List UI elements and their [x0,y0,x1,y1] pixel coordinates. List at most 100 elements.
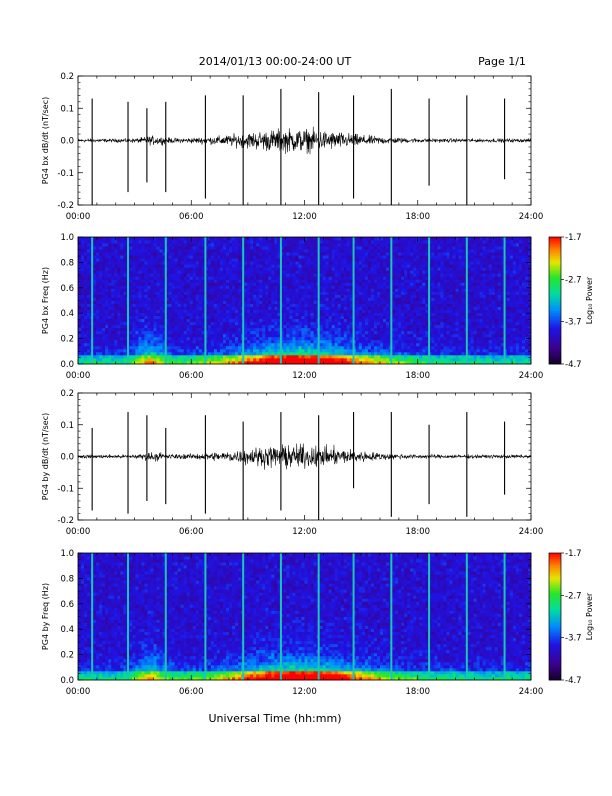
spectrogram-cell [320,352,323,355]
spectrogram-cell [211,279,214,282]
spectrogram-cell [211,358,214,361]
spectrogram-cell [292,291,295,294]
spectrogram-cell [199,273,202,276]
spectrogram-cell [247,325,250,328]
spectrogram-cell [392,246,395,249]
spectrogram-cell [84,273,87,276]
spectrogram-cell [114,285,117,288]
spectrogram-cell [150,282,153,285]
spectrogram-cell [190,264,193,267]
spectrogram-cell [374,307,377,310]
spectrogram-cell [422,343,425,346]
spectrogram-cell [332,346,335,349]
spectrogram-cell [256,240,259,243]
spectrogram-cell [268,301,271,304]
spectrogram-cell [244,331,247,334]
spectrogram-cell [141,310,144,313]
spectrogram-cell [332,294,335,297]
spectrogram-cell [323,346,326,349]
spectrogram-cell [154,331,157,334]
spectrogram-cell [311,255,314,258]
spectrogram-cell [347,343,350,346]
spectrogram-cell [392,355,395,358]
spectrogram-cell [193,240,196,243]
spectrogram-cell [141,279,144,282]
spectrogram-cell [356,264,359,267]
spectrogram-cell [320,349,323,352]
spectrogram-cell [105,358,108,361]
spectrogram-cell [298,270,301,273]
spectrogram-cell [262,270,265,273]
spectrogram-cell [274,279,277,282]
spectrogram-cell [308,252,311,255]
spectrogram-cell [308,246,311,249]
spectrogram-cell [190,304,193,307]
spectrogram-cell [138,267,141,270]
spectrogram-cell [193,252,196,255]
spectrogram-cell [229,331,232,334]
spectrogram-cell [99,258,102,261]
spectrogram-cell [253,258,256,261]
spectrogram-cell [314,291,317,294]
spectrogram-cell [208,264,211,267]
spectrogram-cell [175,337,178,340]
spectrogram-cell [289,355,292,358]
spectrogram-cell [347,340,350,343]
spectrogram-cell [259,243,262,246]
spectrogram-cell [259,334,262,337]
spectrogram-cell [359,343,362,346]
spectrogram-cell [359,331,362,334]
spectrogram-cell [211,313,214,316]
spectrogram-cell [226,319,229,322]
spectrogram-cell [196,310,199,313]
spectrogram-cell [196,304,199,307]
spectrogram-cell [365,313,368,316]
spectrogram-cell [150,288,153,291]
spectrogram-cell [314,349,317,352]
spectrogram-cell [196,285,199,288]
spectrogram-cell [208,267,211,270]
spectrogram-cell [380,255,383,258]
spectrogram-cell [150,243,153,246]
spectrogram-cell [108,252,111,255]
spectrogram-cell [138,243,141,246]
spectrogram-cell [181,243,184,246]
spectrogram-cell [214,252,217,255]
spectrogram-cell [99,279,102,282]
spectrogram-cell [298,349,301,352]
spectrogram-cell [301,288,304,291]
spectrogram-cell [256,276,259,279]
spectrogram-cell [298,255,301,258]
spectrogram-cell [371,291,374,294]
spectrogram-cell [157,331,160,334]
spectrogram-cell [253,279,256,282]
spectrogram-cell [87,343,90,346]
spectrogram-cell [172,319,175,322]
spectrogram-cell [271,352,274,355]
spectrogram-cell [253,246,256,249]
spectrogram-cell [283,276,286,279]
spectrogram-cell [286,304,289,307]
spectrogram-cell [271,240,274,243]
spectrogram-cell [356,337,359,340]
spectrogram-cell [244,282,247,285]
spectrogram-cell [232,267,235,270]
spectrogram-cell [87,240,90,243]
spectrogram-cell [259,307,262,310]
spectrogram-cell [169,258,172,261]
spectrogram-cell [214,285,217,288]
spectrogram-cell [247,322,250,325]
spectrogram-cell [359,261,362,264]
spectrogram-cell [323,288,326,291]
spectrogram-cell [160,243,163,246]
spectrogram-cell [283,270,286,273]
spectrogram-cell [132,264,135,267]
spectrogram-cell [314,301,317,304]
spectrogram-cell [138,355,141,358]
spectrogram-cell [150,301,153,304]
spectrogram-cell [147,285,150,288]
spectrogram-cell [329,313,332,316]
spectrogram-cell [111,355,114,358]
spectrogram-cell [93,352,96,355]
spectrogram-cell [105,267,108,270]
